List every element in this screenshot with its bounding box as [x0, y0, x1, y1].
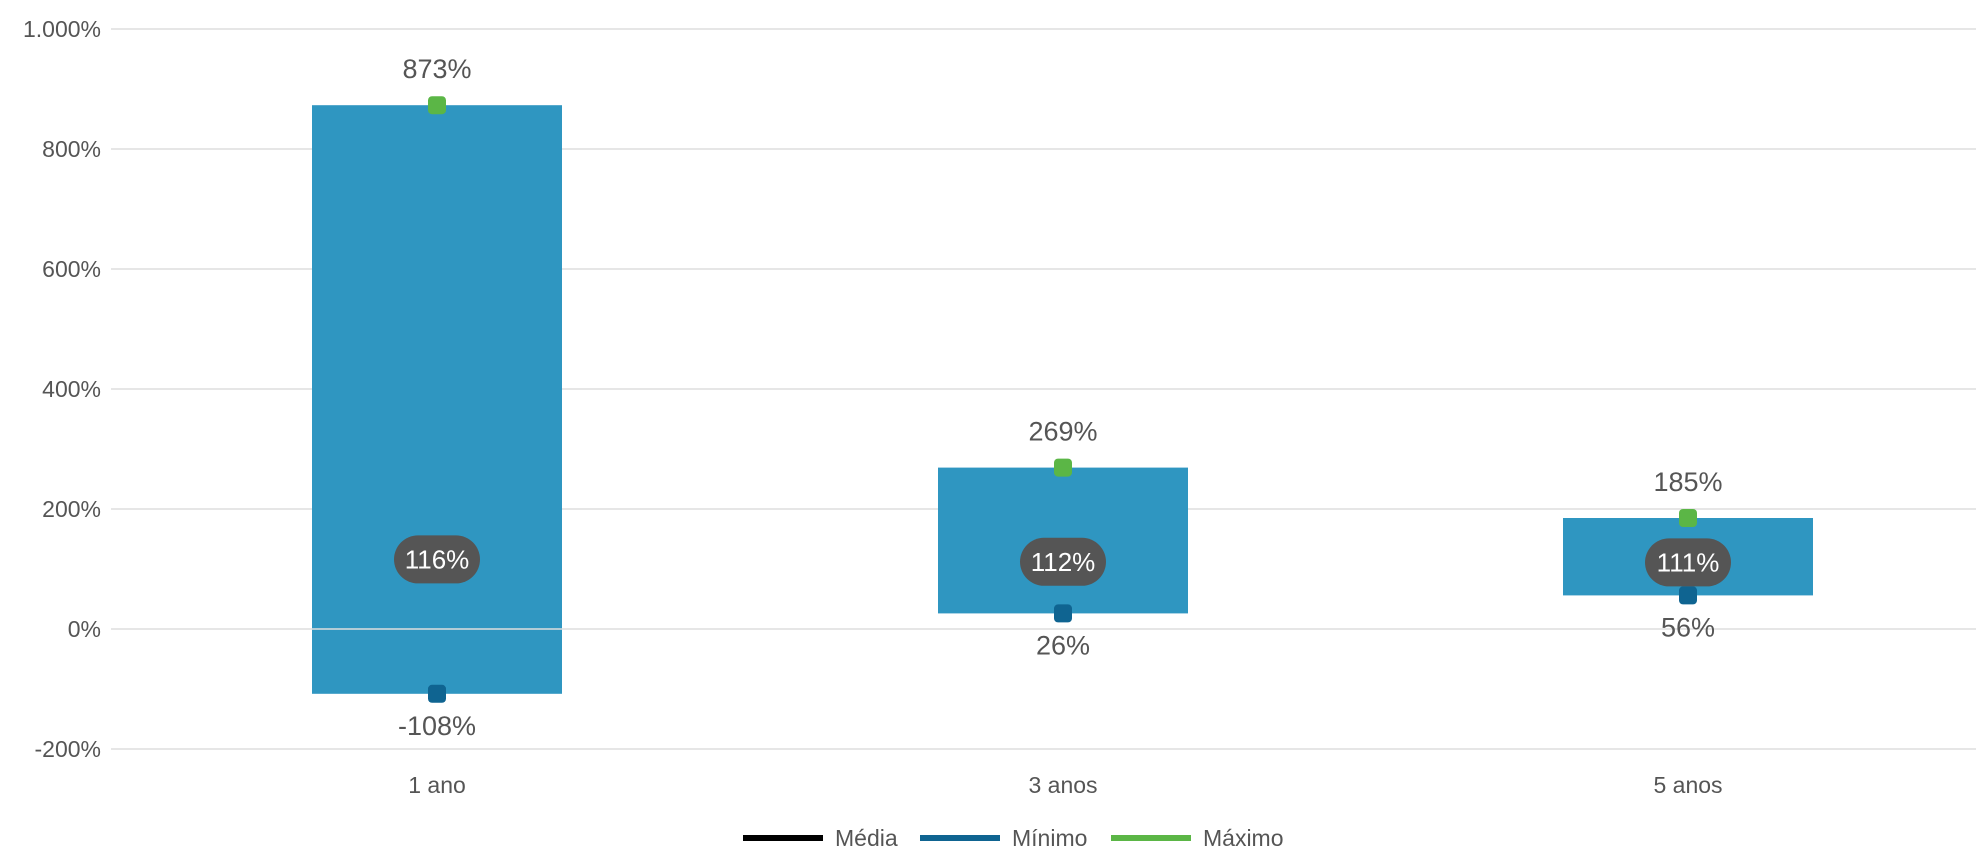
average-badge: [394, 535, 480, 584]
y-tick-label: 1.000%: [23, 16, 101, 42]
min-label: 26%: [1036, 630, 1090, 660]
max-marker: [428, 96, 446, 115]
y-tick-label: 600%: [42, 256, 101, 282]
average-badge: [1020, 537, 1106, 586]
min-marker: [1679, 586, 1697, 605]
min-marker: [428, 684, 446, 703]
x-category-label: 5 anos: [1653, 772, 1722, 798]
y-tick-label: 400%: [42, 376, 101, 402]
average-label: 111%: [1657, 547, 1720, 577]
legend-label: Máximo: [1203, 825, 1284, 846]
max-label: 269%: [1028, 417, 1097, 447]
x-category-label: 3 anos: [1028, 772, 1097, 798]
y-tick-label: -200%: [35, 736, 101, 762]
y-tick-label: 800%: [42, 136, 101, 162]
y-axis-ticks: -200% 0% 200% 400% 600% 800% 1.000%: [23, 16, 101, 762]
range-bars: [312, 96, 1813, 703]
min-label: 56%: [1661, 612, 1715, 642]
min-label: -108%: [398, 711, 476, 741]
legend: Média Mínimo Máximo: [743, 825, 1284, 846]
max-marker: [1054, 458, 1072, 477]
y-tick-label: 200%: [42, 496, 101, 522]
y-tick-label: 0%: [68, 616, 101, 642]
average-badge: [1645, 538, 1731, 587]
average-label: 116%: [405, 544, 470, 574]
range-bar: [312, 105, 562, 694]
max-label: 873%: [402, 54, 471, 84]
legend-label: Média: [835, 825, 898, 846]
x-axis-categories: 1 ano 3 anos 5 anos: [408, 772, 1722, 798]
max-marker: [1679, 509, 1697, 527]
x-category-label: 1 ano: [408, 772, 466, 798]
average-label: 112%: [1031, 547, 1096, 577]
max-label: 185%: [1653, 467, 1722, 497]
legend-label: Mínimo: [1012, 825, 1087, 846]
data-labels: 873% -108% 116% 269% 26% 112% 185% 56% 111%: [394, 54, 1731, 741]
min-marker: [1054, 604, 1072, 623]
